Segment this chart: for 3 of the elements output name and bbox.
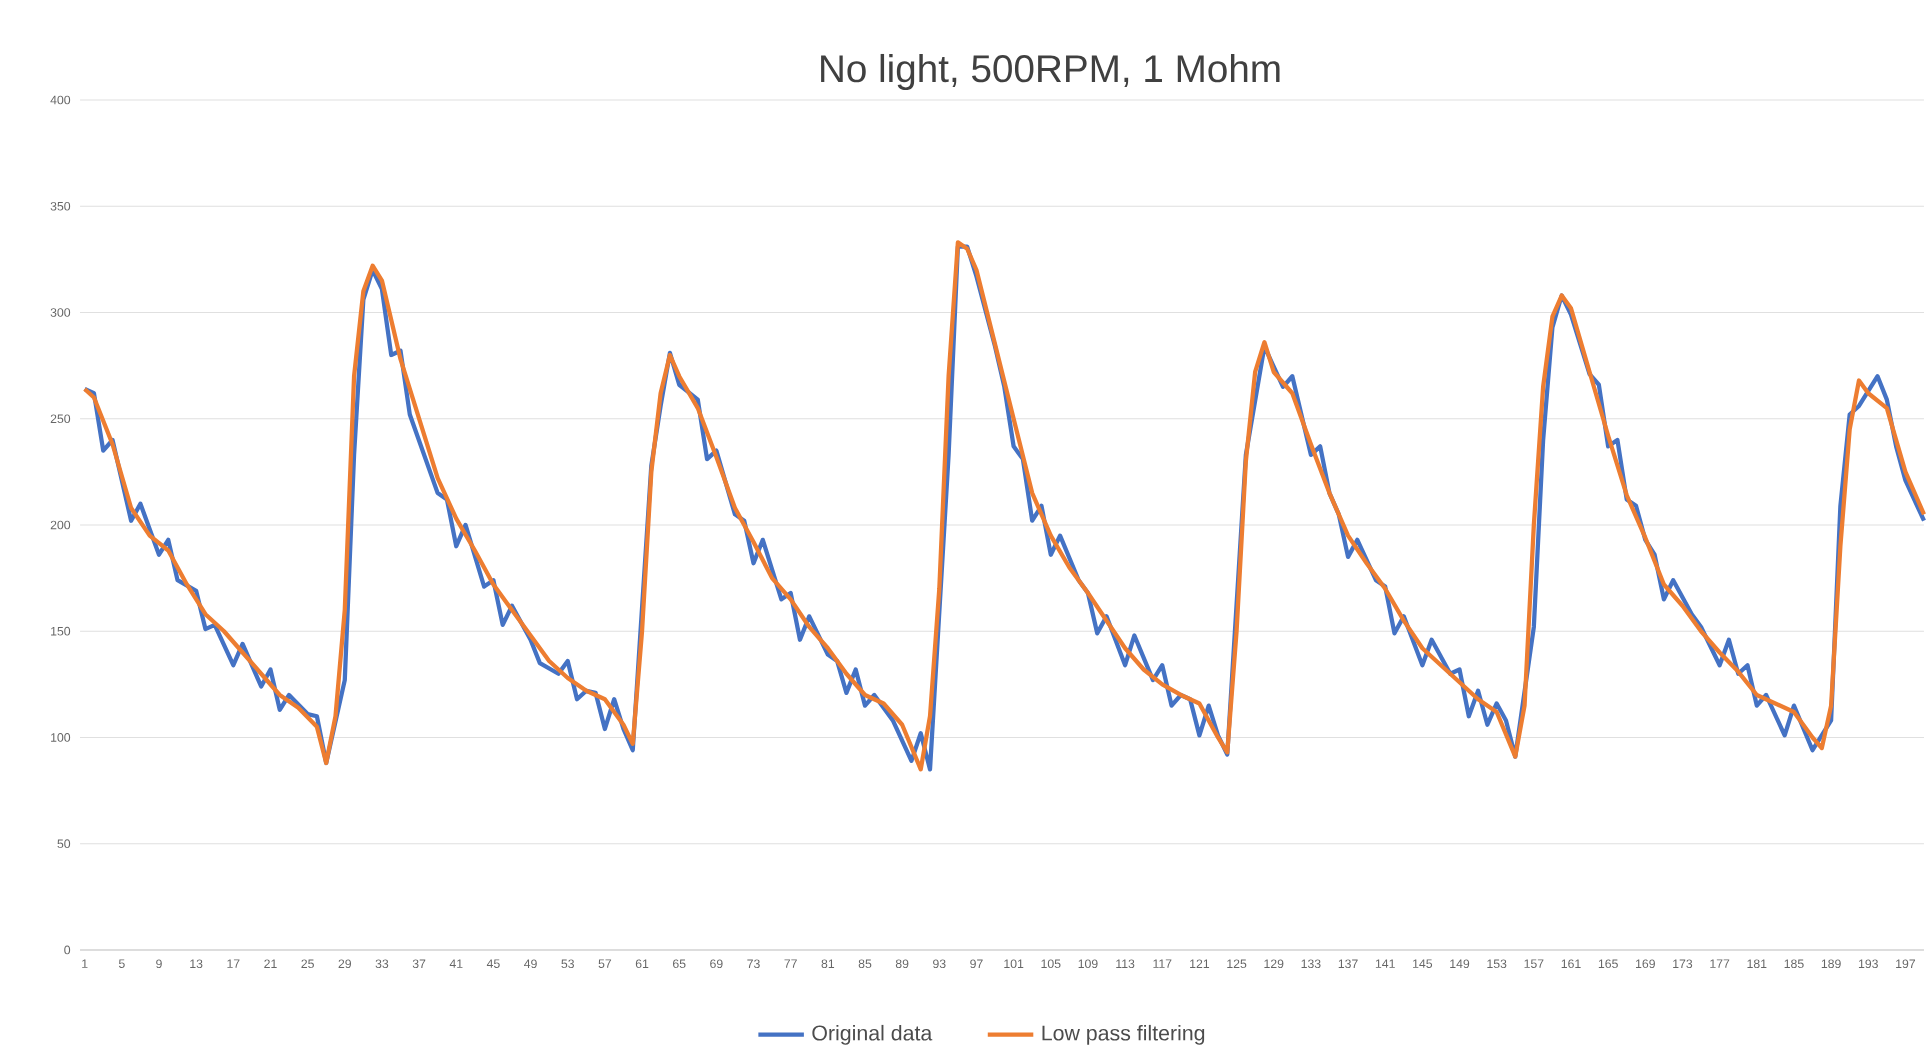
legend-label: Low pass filtering [1042, 1024, 1205, 1045]
chart-title: No light, 500RPM, 1 Mohm [821, 53, 1280, 91]
legend-label: Original data [812, 1024, 933, 1045]
